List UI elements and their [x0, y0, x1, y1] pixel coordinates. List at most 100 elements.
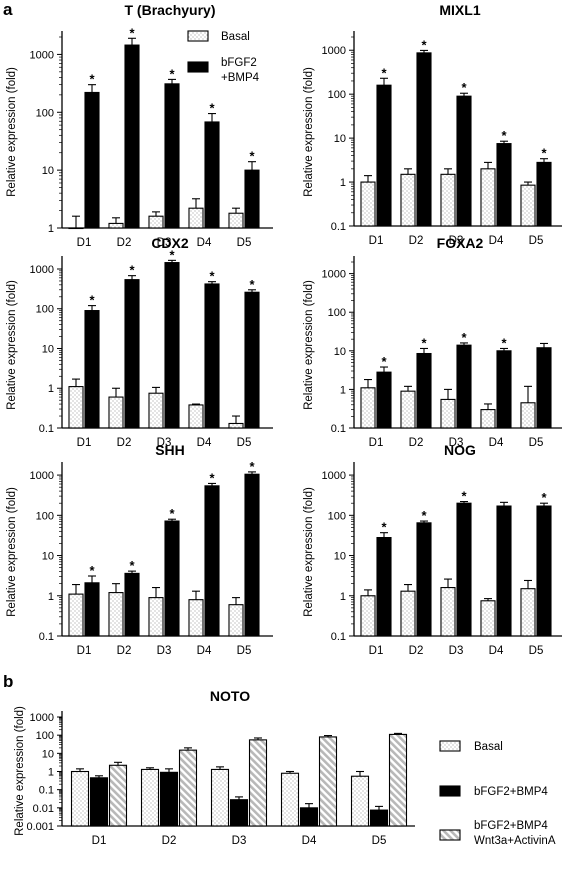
bar [124, 279, 140, 429]
significance-marker: * [381, 354, 387, 369]
x-tick-label: D3 [449, 437, 464, 449]
y-tick-label: 1000 [30, 49, 54, 61]
bar [456, 344, 472, 429]
bar [204, 485, 220, 637]
significance-marker: * [381, 520, 387, 535]
bar [400, 390, 416, 429]
bar [108, 222, 124, 229]
y-tick-label: 1000 [30, 712, 54, 724]
y-axis-label: Relative expression (fold) [14, 706, 26, 836]
y-tick-label: 0.1 [39, 785, 54, 797]
legend-swatch-basal [187, 30, 209, 42]
bar [244, 291, 260, 429]
bar [204, 283, 220, 429]
bar [376, 371, 392, 429]
y-tick-label: 100 [328, 510, 346, 522]
y-tick-label: 1 [48, 223, 54, 235]
bar [280, 772, 300, 827]
bar [480, 168, 496, 227]
bar [70, 770, 90, 827]
bar [164, 520, 180, 637]
y-tick-label: 0.1 [39, 631, 54, 643]
bar [318, 736, 338, 827]
y-tick-label: 10 [42, 165, 54, 177]
bar [456, 502, 472, 637]
significance-marker: * [421, 37, 427, 52]
x-tick-label: D2 [117, 645, 132, 657]
x-tick-label: D4 [489, 645, 504, 657]
y-tick-label: 100 [36, 107, 54, 119]
y-tick-label: 100 [36, 304, 54, 316]
bar [228, 212, 244, 229]
significance-marker: * [249, 277, 255, 292]
bar [148, 597, 164, 637]
significance-marker: * [169, 506, 175, 521]
bar [204, 121, 220, 229]
bar [228, 422, 244, 429]
bar [360, 181, 376, 227]
x-tick-label: D1 [369, 437, 384, 449]
x-tick-label: D4 [197, 237, 212, 249]
significance-marker: * [421, 335, 427, 350]
y-tick-label: 1000 [322, 470, 346, 482]
x-tick-label: D5 [237, 237, 252, 249]
significance-marker: * [209, 269, 215, 284]
x-tick-label: D3 [449, 235, 464, 247]
bar [536, 347, 552, 429]
bar [229, 799, 249, 827]
bar [400, 590, 416, 637]
y-tick-label: 10 [334, 551, 346, 563]
significance-marker: * [541, 146, 547, 161]
significance-marker: * [89, 293, 95, 308]
bar [480, 409, 496, 429]
legend-swatch-treated [187, 61, 209, 73]
x-tick-label: D4 [489, 437, 504, 449]
y-tick-label: 1000 [30, 470, 54, 482]
bar [124, 572, 140, 637]
x-tick-label: D5 [529, 437, 544, 449]
bar [84, 310, 100, 429]
bar [480, 600, 496, 637]
bar [244, 473, 260, 637]
bar [440, 398, 456, 429]
chart-title: FOXA2 [437, 235, 484, 251]
y-tick-label: 100 [36, 510, 54, 522]
bar [376, 84, 392, 227]
y-tick-label: 10 [42, 343, 54, 355]
x-tick-label: D3 [449, 645, 464, 657]
significance-marker: * [209, 470, 215, 485]
bar [520, 402, 536, 429]
legend-label: Basal [474, 741, 503, 753]
significance-marker: * [461, 330, 467, 345]
x-tick-label: D4 [197, 437, 212, 449]
bar [68, 386, 84, 429]
bar [108, 764, 128, 827]
x-tick-label: D1 [77, 645, 92, 657]
bar [456, 95, 472, 227]
x-tick-label: D3 [232, 835, 247, 847]
significance-marker: * [501, 335, 507, 350]
legend-swatch-wnt3a [439, 829, 461, 841]
y-tick-label: 1000 [322, 269, 346, 281]
x-tick-label: D1 [77, 437, 92, 449]
x-tick-label: D5 [529, 235, 544, 247]
x-tick-label: D2 [117, 437, 132, 449]
y-tick-label: 1 [340, 177, 346, 189]
chart-title: NOTO [210, 688, 250, 704]
x-tick-label: D3 [157, 437, 172, 449]
significance-marker: * [461, 489, 467, 504]
legend-label: bFGF2 [221, 57, 257, 69]
y-tick-label: 10 [42, 748, 54, 760]
bar [188, 207, 204, 229]
significance-marker: * [169, 66, 175, 81]
chart-title: SHH [155, 442, 185, 458]
bar [360, 387, 376, 429]
y-tick-label: 1 [48, 591, 54, 603]
x-tick-label: D1 [369, 645, 384, 657]
bar [140, 768, 160, 827]
x-tick-label: D1 [77, 237, 92, 249]
bar [89, 777, 109, 827]
x-tick-label: D4 [197, 645, 212, 657]
y-tick-label: 10 [42, 551, 54, 563]
legend-label: +BMP4 [221, 72, 260, 84]
